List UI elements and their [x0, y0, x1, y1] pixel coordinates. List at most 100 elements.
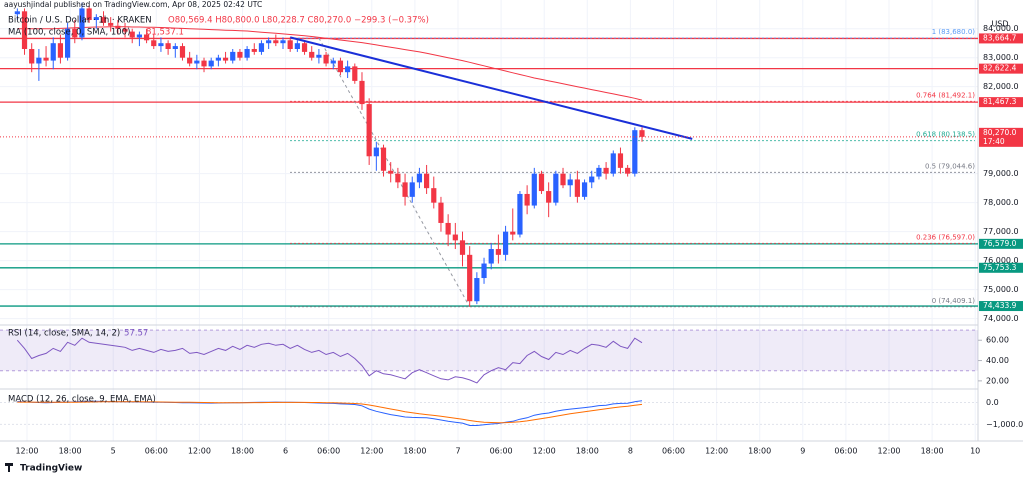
candle-body: [474, 278, 480, 302]
rsi-legend: RSI (14, close, SMA, 14, 2): [8, 329, 120, 339]
logo: [5, 463, 13, 472]
candle-body: [194, 60, 200, 64]
trendline: [289, 36, 693, 140]
plot: 1 (83,680.0) 0.764 (81,492.1) 0.618 (80,13…: [0, 2, 978, 426]
candle-body: [151, 40, 157, 47]
currency: USD: [991, 20, 1008, 29]
candle-body: [424, 173, 430, 189]
candle-body: [538, 173, 545, 192]
candle-body: [531, 173, 537, 206]
candle-body: [625, 167, 631, 174]
symbol-title: Bitcoin / U.S. Dollar · 1h · KRAKEN: [8, 16, 152, 26]
price-box-label: 81,467.3: [983, 97, 1017, 106]
y-tick-label: 79,000.0: [983, 169, 1019, 178]
candle-body: [273, 40, 279, 44]
y-tick-label: 82,000.0: [983, 82, 1019, 91]
candle-body: [352, 66, 358, 81]
fib-label: 0.236 (76,597.0): [916, 233, 975, 241]
price-box: [979, 127, 1023, 147]
y-tick-label: 60.00: [986, 336, 1009, 345]
candle-body: [481, 263, 487, 279]
candle-body: [596, 167, 602, 177]
y-tick-label: 74,000.0: [983, 314, 1019, 323]
x-tick-label: 12:00: [705, 447, 728, 456]
candle-body: [639, 130, 645, 137]
candle-body: [603, 167, 609, 174]
x-tick-label: 18:00: [403, 447, 426, 456]
candle-body: [258, 43, 265, 52]
x-tick-label: 06:00: [834, 447, 857, 456]
grid: 12:00 18:00 5 06:00 12:00 18:00 6 06:00 12:00 18:…: [0, 0, 1019, 456]
fib-label: 0.764 (81,492.1): [916, 91, 975, 99]
candle-body: [57, 43, 64, 58]
x-tick-label: 06:00: [662, 447, 685, 456]
candle-body: [21, 11, 28, 49]
macd-legend: MACD (12, 26, close, 9, EMA, EMA): [8, 395, 156, 405]
fib-label: 0.5 (79,044.6): [925, 162, 975, 170]
fib-label: 0.618 (80,138.5): [916, 131, 975, 139]
candle-body: [244, 48, 250, 58]
candle-body: [402, 182, 408, 197]
publisher: aayushjindal published on TradingView.co…: [4, 0, 262, 9]
x-tick-label: 06:00: [490, 447, 513, 456]
x-tick-label: 18:00: [576, 447, 599, 456]
x-tick-label: 6: [283, 447, 288, 456]
candle-body: [287, 40, 293, 49]
candle-body: [251, 48, 257, 52]
candle-body: [366, 104, 372, 157]
candle-body: [567, 179, 573, 186]
rsi-value: 57.57: [124, 329, 148, 339]
candle-body: [546, 191, 552, 203]
candle-body: [452, 234, 458, 241]
candle-body: [79, 8, 85, 38]
candle-body: [610, 153, 616, 174]
candle-body: [581, 182, 588, 197]
candle-body: [323, 54, 329, 64]
candle-body: [330, 60, 336, 64]
candle-body: [201, 60, 207, 67]
candle-body: [373, 147, 379, 157]
candle-body: [617, 153, 624, 168]
line: [16, 337, 643, 384]
candle-body: [136, 34, 142, 38]
fib-label: 0 (74,409.1): [932, 297, 976, 305]
price-box: [979, 238, 1023, 249]
y-tick-label: 76,000.0: [983, 256, 1019, 265]
candle-body: [359, 80, 365, 105]
x-tick-label: 18:00: [59, 447, 82, 456]
x-tick-label: 12:00: [877, 447, 900, 456]
candle-body: [517, 193, 523, 235]
price-box: [979, 262, 1023, 273]
y-tick-label: 84,000.0: [983, 24, 1019, 33]
candle-body: [574, 179, 580, 197]
price-box: [979, 301, 1023, 312]
candle-body: [72, 28, 78, 38]
price-box: [979, 63, 1023, 74]
candle-body: [409, 182, 415, 197]
x-tick-label: 12:00: [15, 447, 38, 456]
price-box-label: 83,664.7: [983, 33, 1017, 42]
candle-body: [187, 57, 193, 64]
candle-body: [560, 173, 566, 186]
candle-body: [345, 66, 351, 73]
candle-body: [43, 57, 49, 61]
candle-body: [309, 51, 315, 58]
candle-body: [316, 54, 322, 58]
candle-body: [431, 188, 437, 203]
y-tick-label: 78,000.0: [983, 198, 1019, 207]
candle-body: [14, 11, 20, 15]
candle-body: [280, 40, 286, 44]
price-box: [979, 33, 1023, 44]
candle-body: [395, 173, 401, 183]
candle-body: [158, 43, 164, 47]
candle-body: [208, 60, 214, 67]
candle-body: [266, 40, 272, 44]
y-tick-label: 77,000.0: [983, 227, 1019, 236]
candle-body: [36, 57, 42, 64]
candle-body: [29, 48, 35, 64]
candle-body: [93, 17, 99, 21]
ohlc: O80,569.4 H80,800.0 L80,228.7 C80,270.0 …: [168, 16, 429, 26]
x-tick-label: 06:00: [317, 447, 340, 456]
y-tick-label: 20.00: [986, 376, 1009, 385]
